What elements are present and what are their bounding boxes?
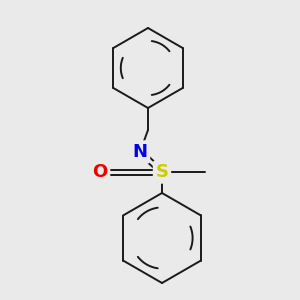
Text: O: O [92, 163, 108, 181]
Text: S: S [155, 163, 169, 181]
Text: N: N [133, 143, 148, 161]
